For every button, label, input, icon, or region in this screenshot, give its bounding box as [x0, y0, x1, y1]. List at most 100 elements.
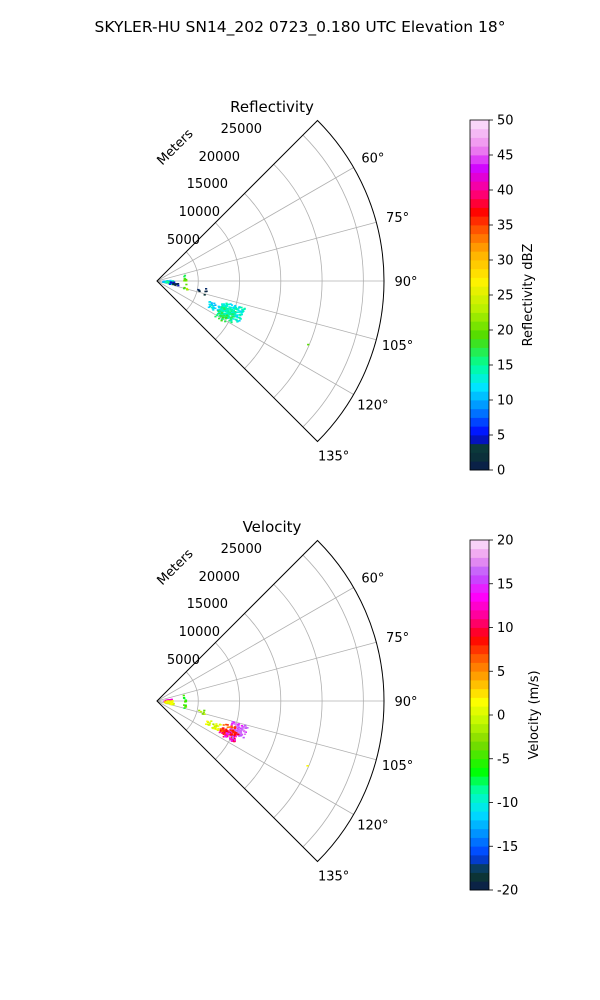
range-tick-labels: 5000 10000 15000 20000 25000 [167, 122, 262, 248]
colorbar-segment [470, 820, 489, 830]
data-point [237, 730, 240, 732]
data-point [229, 303, 232, 305]
colorbar-segment [470, 837, 489, 847]
data-point [164, 700, 167, 703]
data-point [216, 312, 220, 315]
data-point [216, 314, 219, 316]
colorbar-segment [470, 181, 489, 191]
data-point [223, 305, 226, 307]
data-point [234, 725, 237, 727]
azimuth-tick-label: 60° [361, 572, 384, 587]
data-point [239, 731, 242, 733]
colorbar-segment [470, 802, 489, 812]
colorbar-segment [470, 426, 489, 436]
data-point [215, 728, 218, 730]
data-point [177, 284, 180, 287]
data-point [167, 702, 170, 704]
colorbar-segment [470, 356, 489, 366]
data-point [229, 309, 232, 311]
colorbar-segment [470, 583, 489, 593]
data-point [210, 303, 214, 306]
colorbar-segment [470, 732, 489, 742]
data-point [231, 722, 234, 725]
data-point [221, 312, 224, 314]
data-point [234, 308, 237, 310]
colorbar-segment [470, 452, 489, 462]
colorbar: 0 5 10 15 20 25 30 35 40 45 50 [469, 114, 514, 479]
data-point [212, 726, 215, 729]
azimuth-tick-label: 135° [318, 450, 349, 465]
data-point [234, 318, 237, 321]
data-point [165, 280, 168, 283]
colorbar-segment [470, 443, 489, 453]
colorbar-segment [470, 163, 489, 173]
data-point [234, 306, 238, 309]
data-point [198, 709, 201, 712]
range-gridline [273, 583, 323, 819]
data-point [183, 697, 186, 700]
data-point [238, 306, 241, 308]
panel-title: Velocity [243, 518, 302, 536]
data-point [225, 305, 229, 307]
data-point [232, 311, 235, 313]
colorbar-segment [470, 251, 489, 261]
data-point [219, 728, 223, 730]
data-point [219, 729, 222, 731]
data-point [211, 307, 214, 310]
azimuth-gridline [156, 700, 354, 815]
data-point [222, 735, 225, 738]
data-point [232, 318, 235, 320]
data-point [231, 726, 234, 729]
data-point [221, 732, 224, 734]
colorbar-segment [470, 216, 489, 226]
data-point [183, 707, 186, 709]
data-point [220, 319, 223, 322]
data-point [229, 729, 232, 732]
data-point [231, 721, 234, 723]
data-point [230, 321, 233, 324]
data-point [228, 726, 231, 728]
data-point [230, 306, 233, 309]
data-point [225, 316, 228, 319]
data-point [218, 312, 221, 314]
colorbar-segment [470, 645, 489, 655]
data-point [231, 729, 234, 732]
data-point [171, 700, 174, 702]
data-point [234, 727, 237, 729]
data-point [219, 724, 222, 726]
data-point [224, 317, 227, 320]
polar-axes [156, 119, 385, 443]
data-point [237, 309, 240, 312]
data-point [165, 702, 168, 704]
data-point [233, 315, 236, 317]
data-point [230, 731, 233, 734]
data-point [221, 303, 224, 305]
data-point [235, 729, 238, 732]
colorbar-segment [470, 688, 489, 698]
colorbar-segment [470, 172, 489, 182]
polar-axes [156, 539, 385, 863]
data-point [230, 316, 233, 319]
colorbar-tick-label: -20 [497, 884, 518, 899]
data-point [230, 320, 233, 322]
data-point [225, 723, 228, 726]
data-point [225, 732, 228, 734]
data-point [223, 315, 226, 317]
data-point [201, 713, 204, 715]
data-point [229, 737, 233, 739]
range-gridline [185, 671, 199, 731]
colorbar-segment [470, 767, 489, 777]
data-point [228, 308, 231, 310]
data-point [236, 314, 239, 316]
data-point [218, 317, 221, 320]
data-point [233, 728, 236, 731]
colorbar-segment [470, 715, 489, 725]
data-point [221, 306, 224, 309]
data-point [233, 738, 236, 740]
colorbar-tick-label: -5 [497, 752, 510, 767]
data-point [171, 282, 174, 285]
data-point [239, 310, 242, 313]
colorbar-segment [470, 575, 489, 585]
data-point [238, 729, 241, 731]
colorbar-tick-label: 0 [497, 709, 505, 724]
